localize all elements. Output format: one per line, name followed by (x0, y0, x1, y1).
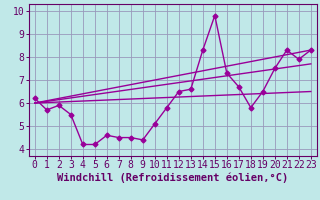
X-axis label: Windchill (Refroidissement éolien,°C): Windchill (Refroidissement éolien,°C) (57, 173, 288, 183)
